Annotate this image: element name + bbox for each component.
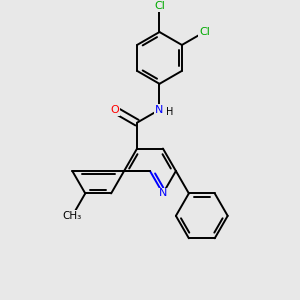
Text: O: O	[110, 105, 119, 115]
Text: Cl: Cl	[199, 27, 210, 37]
Text: CH₃: CH₃	[63, 211, 82, 221]
Text: N: N	[159, 188, 167, 198]
Text: Cl: Cl	[154, 1, 165, 11]
Text: N: N	[155, 105, 164, 115]
Text: H: H	[167, 107, 174, 117]
